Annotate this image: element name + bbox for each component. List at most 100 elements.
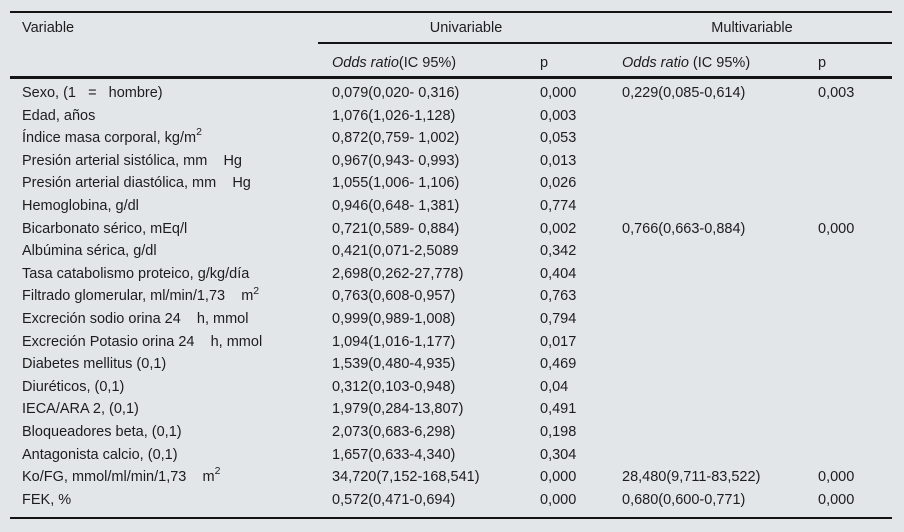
univariable-odds-ratio-cell: 0,079(0,020- 0,316) [332, 85, 460, 101]
univariable-odds-ratio-cell: 0,312(0,103-0,948) [332, 378, 456, 395]
multivariable-p-cell: 0,000 [818, 469, 855, 486]
univariable-p-cell: 0,026 [540, 175, 577, 192]
variable-cell: Filtrado glomerular, ml/min/1,73 m2 [22, 284, 260, 305]
variable-cell: Presión arterial sistólica, mm Hg [22, 152, 242, 169]
univariable-odds-ratio-cell: 1,657(0,633-4,340) [332, 446, 456, 463]
univariable-p-cell: 0,774 [540, 197, 577, 214]
univariable-p-cell: 0,491 [540, 401, 577, 418]
ic95-label: (IC 95%) [688, 55, 751, 71]
column-group-multivariable: Multivariable [711, 20, 793, 36]
variable-cell: Excreción Potasio orina 24 h, mmol [22, 333, 263, 350]
table-row: Albúmina sérica, g/dl 0,421(0,071-2,5089 0… [10, 240, 892, 263]
univariable-odds-ratio-cell: 2,073(0,683-6,298) [332, 423, 456, 440]
variable-cell: Bloqueadores beta, (0,1) [22, 423, 182, 440]
variable-cell: Presión arterial diastólica, mm Hg [22, 175, 251, 192]
table-row: Hemoglobina, g/dl 0,946(0,648- 1,381) 0,77… [10, 195, 892, 218]
multivariable-p-cell: 0,000 [818, 220, 855, 237]
multivariable-odds-ratio-cell: 0,766(0,663-0,884) [622, 220, 746, 237]
table-row: Diuréticos, (0,1) 0,312(0,103-0,948) 0,04 [10, 376, 892, 399]
variable-cell: Albúmina sérica, g/dl [22, 243, 157, 260]
table-row: Ko/FG, mmol/ml/min/1,73 m2 34,720(7,152-1… [10, 466, 892, 489]
table-row: Excreción sodio orina 24 h, mmol 0,999(0,… [10, 308, 892, 331]
univariable-p-cell: 0,198 [540, 423, 577, 440]
group-header-rule [318, 42, 892, 44]
univariable-p-cell: 0,017 [540, 333, 577, 350]
univariable-p-cell: 0,000 [540, 469, 577, 486]
univariable-odds-ratio-cell: 1,055(1,006- 1,106) [332, 175, 460, 192]
multivariable-odds-ratio-cell: 0,680(0,600-0,771) [622, 491, 746, 508]
table-row: Tasa catabolismo proteico, g/kg/día 2,698… [10, 263, 892, 286]
univariable-p-cell: 0,794 [540, 310, 577, 327]
multivariable-odds-ratio-cell: 0,229(0,085-0,614) [622, 85, 746, 101]
table-row: Antagonista calcio, (0,1) 1,657(0,633-4,3… [10, 444, 892, 467]
variable-cell: Tasa catabolismo proteico, g/kg/día [22, 265, 250, 282]
table-row: Índice masa corporal, kg/m2 0,872(0,759- … [10, 127, 892, 150]
variable-cell: IECA/ARA 2, (0,1) [22, 401, 139, 418]
univariable-odds-ratio-cell: 0,999(0,989-1,008) [332, 310, 456, 327]
table-body: Sexo, (1 = hombre) 0,079(0,020- 0,316) 0,0… [10, 79, 892, 511]
univariable-p-cell: 0,404 [540, 265, 577, 282]
univariable-odds-ratio-cell: 0,946(0,648- 1,381) [332, 197, 460, 214]
univariable-odds-ratio-cell: 1,076(1,026-1,128) [332, 107, 456, 124]
table-row: Excreción Potasio orina 24 h, mmol 1,094(… [10, 331, 892, 354]
univariable-odds-ratio-cell: 34,720(7,152-168,541) [332, 469, 480, 486]
odds-ratio-label: Odds ratio [622, 55, 689, 71]
table-top-rule [10, 11, 892, 13]
univariable-odds-ratio-cell: 1,979(0,284-13,807) [332, 401, 464, 418]
odds-ratio-label: Odds ratio [332, 55, 399, 71]
header-body-divider-rule [10, 76, 892, 79]
variable-cell: Hemoglobina, g/dl [22, 197, 139, 214]
table-row: Diabetes mellitus (0,1) 1,539(0,480-4,935… [10, 353, 892, 376]
univariable-odds-ratio-cell: 0,721(0,589- 0,884) [332, 220, 460, 237]
univariable-odds-ratio-cell: 0,421(0,071-2,5089 [332, 243, 459, 260]
variable-cell: Diabetes mellitus (0,1) [22, 356, 167, 373]
table-row: Bicarbonato sérico, mEq/l 0,721(0,589- 0,… [10, 218, 892, 241]
variable-cell: Antagonista calcio, (0,1) [22, 446, 178, 463]
table-row: FEK, % 0,572(0,471-0,694) 0,000 0,680(0,600… [10, 489, 892, 512]
ic95-label: (IC 95%) [398, 55, 457, 71]
table-row: Sexo, (1 = hombre) 0,079(0,020- 0,316) 0,0… [10, 82, 892, 105]
variable-cell: Bicarbonato sérico, mEq/l [22, 220, 188, 237]
subheader-multivariable-odds-ratio: Odds ratio (IC 95%) [622, 54, 750, 72]
table-row: IECA/ARA 2, (0,1) 1,979(0,284-13,807) 0,49… [10, 398, 892, 421]
multivariable-p-cell: 0,003 [818, 85, 855, 101]
superscript-2: 2 [196, 126, 202, 139]
column-header-variable: Variable [22, 20, 75, 36]
variable-cell: Edad, años [22, 107, 96, 124]
table-row: Bloqueadores beta, (0,1) 2,073(0,683-6,29… [10, 421, 892, 444]
multivariable-p-cell: 0,000 [818, 491, 855, 508]
univariable-p-cell: 0,053 [540, 130, 577, 147]
univariable-p-cell: 0,013 [540, 152, 577, 169]
univariable-odds-ratio-cell: 0,967(0,943- 0,993) [332, 152, 460, 169]
univariable-p-cell: 0,003 [540, 107, 577, 124]
univariable-odds-ratio-cell: 0,572(0,471-0,694) [332, 491, 456, 508]
regression-table: Variable Univariable Multivariable Odds … [10, 11, 892, 519]
column-group-univariable: Univariable [429, 20, 503, 36]
table-row: Presión arterial sistólica, mm Hg 0,967(0… [10, 150, 892, 173]
univariable-p-cell: 0,342 [540, 243, 577, 260]
univariable-p-cell: 0,000 [540, 85, 577, 101]
subheader-univariable-p: p [540, 55, 549, 71]
univariable-p-cell: 0,469 [540, 356, 577, 373]
univariable-p-cell: 0,304 [540, 446, 577, 463]
table-bottom-rule [10, 517, 892, 519]
univariable-p-cell: 0,002 [540, 220, 577, 237]
univariable-odds-ratio-cell: 1,539(0,480-4,935) [332, 356, 456, 373]
variable-cell: FEK, % [22, 491, 72, 508]
subheader-multivariable-p: p [818, 55, 827, 71]
univariable-odds-ratio-cell: 2,698(0,262-27,778) [332, 265, 464, 282]
superscript-2: 2 [253, 284, 260, 297]
table-row: Filtrado glomerular, ml/min/1,73 m2 0,763… [10, 285, 892, 308]
superscript-2: 2 [214, 465, 221, 478]
univariable-p-cell: 0,763 [540, 288, 577, 305]
univariable-odds-ratio-cell: 0,872(0,759- 1,002) [332, 130, 460, 147]
univariable-p-cell: 0,04 [540, 378, 569, 395]
univariable-odds-ratio-cell: 1,094(1,016-1,177) [332, 333, 456, 350]
multivariable-odds-ratio-cell: 28,480(9,711-83,522) [622, 469, 761, 486]
subheader-univariable-odds-ratio: Odds ratio(IC 95%) [332, 54, 456, 72]
variable-cell: Diuréticos, (0,1) [22, 378, 125, 395]
variable-cell: Excreción sodio orina 24 h, mmol [22, 310, 249, 327]
variable-cell: Sexo, (1 = hombre) [22, 85, 163, 101]
variable-cell: Índice masa corporal, kg/m2 [22, 126, 202, 147]
univariable-p-cell: 0,000 [540, 491, 577, 508]
